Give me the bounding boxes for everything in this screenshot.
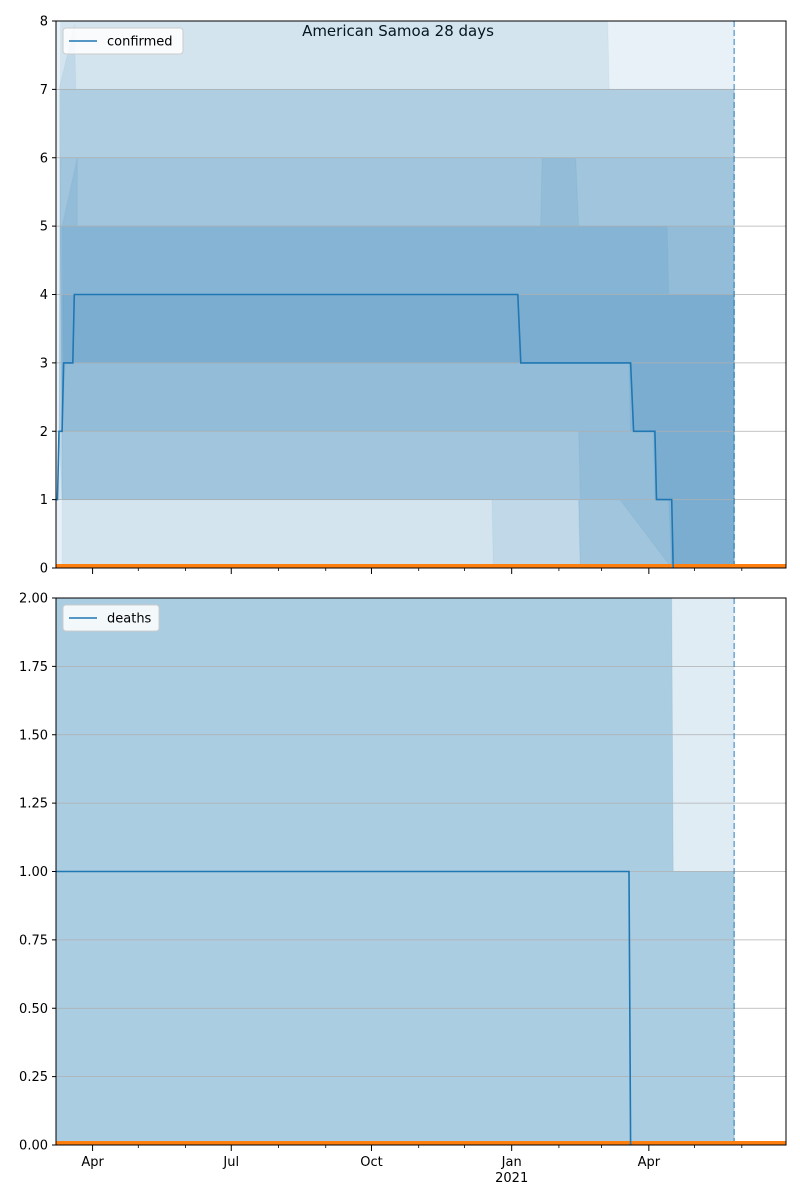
x-tick-label: Apr xyxy=(81,1155,104,1170)
legend-label: confirmed xyxy=(107,35,173,50)
confirmed-plot: 0 1 2 3 4 5 6 7 8 confirmed xyxy=(40,15,787,577)
y-tick-label: 3 xyxy=(40,356,48,371)
x-tick-year-label: 2021 xyxy=(495,1171,528,1186)
y-tick-label: 6 xyxy=(40,151,48,166)
y-tick-label: 1 xyxy=(40,493,48,508)
y-tick-label: 2 xyxy=(40,425,48,440)
series-line xyxy=(56,293,674,568)
y-tick-label: 2.00 xyxy=(19,592,48,607)
y-tick-label: 8 xyxy=(40,15,48,30)
y-tick-label: 1.25 xyxy=(19,797,48,812)
x-tick-label: Jul xyxy=(222,1155,239,1170)
chart-title: American Samoa 28 days xyxy=(302,22,494,40)
y-tick-label: 4 xyxy=(40,288,48,303)
legend: deaths xyxy=(62,604,160,632)
x-tick-label: Oct xyxy=(360,1155,382,1170)
y-tick-label: 0.25 xyxy=(19,1070,48,1085)
x-tick-label: Apr xyxy=(638,1155,661,1170)
deaths-plot: 0.00 0.25 0.50 0.75 1.00 1.25 1.50 1.75 2.00 Apr J… xyxy=(19,592,787,1186)
series-line xyxy=(56,870,632,1145)
y-tick-label: 1.75 xyxy=(19,660,48,675)
y-tick-label: 0 xyxy=(40,562,48,577)
legend-box xyxy=(62,27,184,55)
y-tick-label: 7 xyxy=(40,83,48,98)
legend-box xyxy=(62,604,160,632)
legend: confirmed xyxy=(62,27,184,55)
y-tick-label: 0.50 xyxy=(19,1002,48,1017)
y-tick-label: 1.00 xyxy=(19,865,48,880)
y-tick-label: 5 xyxy=(40,220,48,235)
legend-label: deaths xyxy=(107,612,152,627)
y-tick-label: 0.75 xyxy=(19,933,48,948)
y-tick-label: 1.50 xyxy=(19,728,48,743)
x-tick-label: Jan xyxy=(501,1155,522,1170)
y-tick-label: 0.00 xyxy=(19,1139,48,1154)
